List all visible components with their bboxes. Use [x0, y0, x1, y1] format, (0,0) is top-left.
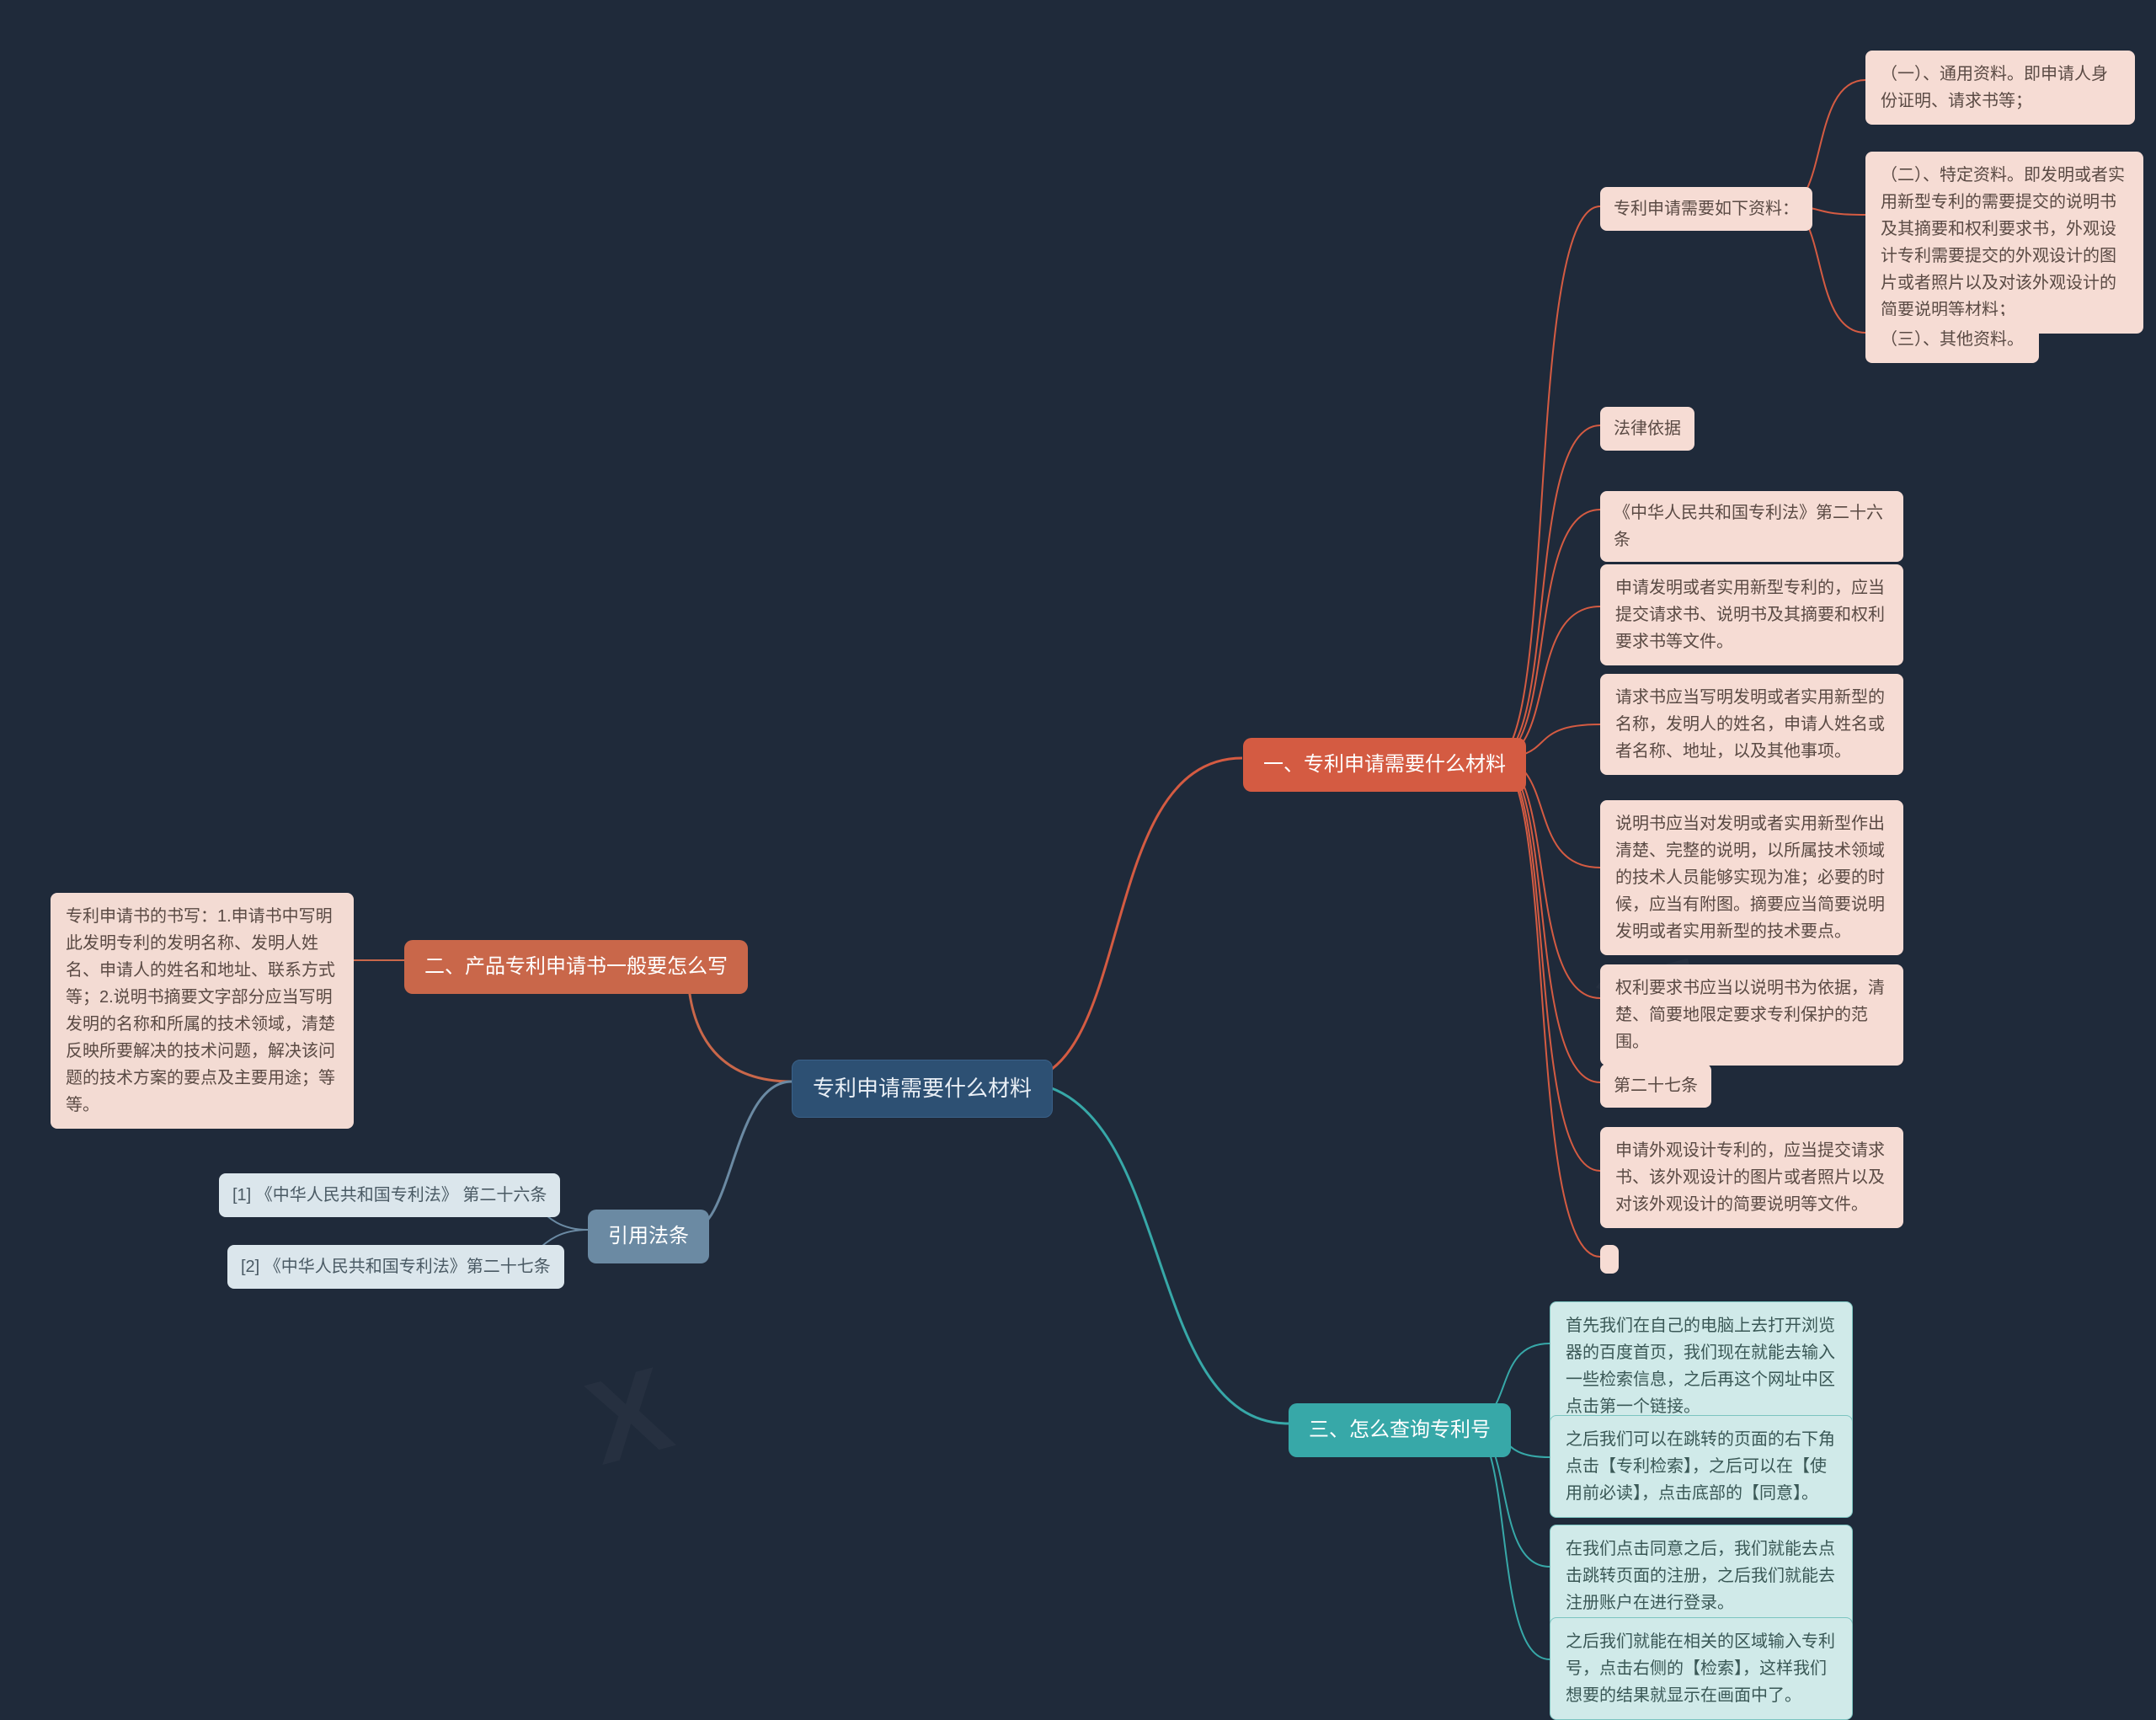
b1-leaf-2: 《中华人民共和国专利法》第二十六条 [1600, 491, 1903, 562]
b2-leaf-1: 专利申请书的书写：1.申请书中写明此发明专利的发明名称、发明人姓名、申请人的姓名… [51, 893, 354, 1129]
branch-2[interactable]: 二、产品专利申请书一般要怎么写 [404, 940, 748, 994]
b1-leaf-1: 法律依据 [1600, 407, 1694, 451]
root-node[interactable]: 专利申请需要什么材料 [792, 1060, 1053, 1118]
b1-leaf-7: 第二十七条 [1600, 1064, 1711, 1108]
b1-leaf-3: 申请发明或者实用新型专利的，应当提交请求书、说明书及其摘要和权利要求书等文件。 [1600, 564, 1903, 665]
b1-leaf-4: 请求书应当写明发明或者实用新型的名称，发明人的姓名，申请人姓名或者名称、地址，以… [1600, 674, 1903, 775]
b4-leaf-2: [2] 《中华人民共和国专利法》第二十七条 [227, 1245, 564, 1289]
b1-leaf-5: 说明书应当对发明或者实用新型作出清楚、完整的说明，以所属技术领域的技术人员能够实… [1600, 800, 1903, 955]
b1-leaf-8: 申请外观设计专利的，应当提交请求书、该外观设计的图片或者照片以及对该外观设计的简… [1600, 1127, 1903, 1228]
branch-3[interactable]: 三、怎么查询专利号 [1289, 1403, 1511, 1457]
b1-sub1-leaf-1: （一）、通用资料。即申请人身份证明、请求书等； [1865, 51, 2135, 125]
b1-leaf-6: 权利要求书应当以说明书为依据，清楚、简要地限定要求专利保护的范围。 [1600, 964, 1903, 1066]
branch-1[interactable]: 一、专利申请需要什么材料 [1243, 738, 1526, 792]
b1-sub1[interactable]: 专利申请需要如下资料： [1600, 187, 1812, 231]
b3-leaf-4: 之后我们就能在相关的区域输入专利号，点击右侧的【检索】，这样我们想要的结果就显示… [1550, 1617, 1853, 1720]
b1-leaf-empty [1600, 1245, 1619, 1274]
watermark: X [574, 1340, 685, 1493]
b3-leaf-1: 首先我们在自己的电脑上去打开浏览器的百度首页，我们现在就能去输入一些检索信息，之… [1550, 1301, 1853, 1431]
b3-leaf-2: 之后我们可以在跳转的页面的右下角点击【专利检索】，之后可以在【使用前必读】，点击… [1550, 1415, 1853, 1518]
b1-sub1-leaf-3: （三）、其他资料。 [1865, 316, 2039, 363]
branch-4[interactable]: 引用法条 [588, 1210, 709, 1263]
b4-leaf-1: [1] 《中华人民共和国专利法》 第二十六条 [219, 1173, 560, 1217]
b3-leaf-3: 在我们点击同意之后，我们就能去点击跳转页面的注册，之后我们就能去注册账户在进行登… [1550, 1525, 1853, 1627]
b1-sub1-leaf-2: （二）、特定资料。即发明或者实用新型专利的需要提交的说明书及其摘要和权利要求书，… [1865, 152, 2143, 334]
